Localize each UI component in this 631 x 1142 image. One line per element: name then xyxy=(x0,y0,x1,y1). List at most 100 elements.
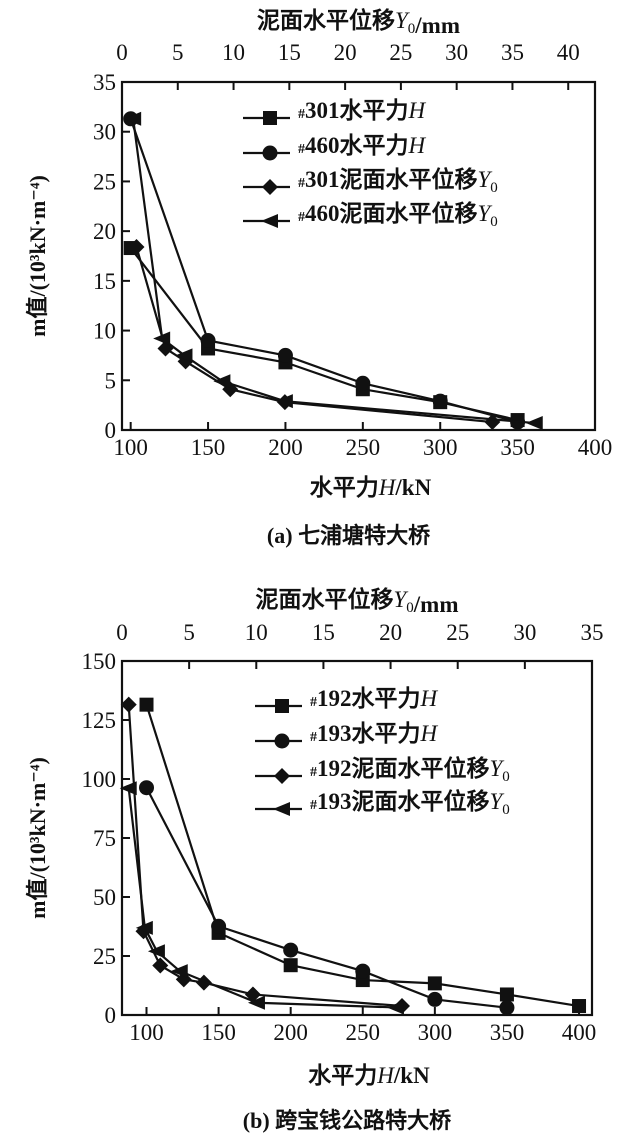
x-tick-label: 350 xyxy=(500,435,535,460)
data-point xyxy=(525,416,543,431)
data-point xyxy=(128,239,145,256)
data-point xyxy=(119,781,137,796)
data-point xyxy=(139,780,155,796)
legend-label: #192泥面水平位移Y0 xyxy=(310,755,510,785)
x-tick-label: 350 xyxy=(490,1020,525,1045)
legend-marker xyxy=(262,179,278,195)
x2-tick-label: 10 xyxy=(222,40,245,65)
y-tick-label: 150 xyxy=(82,649,117,674)
series-line xyxy=(127,788,396,1009)
y-tick-label: 100 xyxy=(82,767,117,792)
legend-label: #460水平力H xyxy=(298,133,427,158)
legend-label: #460泥面水平位移Y0 xyxy=(298,200,498,230)
x2-tick-label: 30 xyxy=(445,40,468,65)
x-tick-label: 200 xyxy=(273,1020,308,1045)
data-point xyxy=(211,918,227,934)
data-point xyxy=(386,1000,404,1015)
plot-frame xyxy=(120,659,594,1017)
data-point xyxy=(499,987,514,1002)
y-tick-label: 30 xyxy=(93,120,116,145)
y-axis-label: m值/(10³kN·m⁻⁴) xyxy=(25,175,50,337)
x2-tick-label: 20 xyxy=(334,40,357,65)
y-tick-label: 25 xyxy=(93,169,116,194)
data-point xyxy=(355,963,371,979)
y-tick-label: 50 xyxy=(93,885,116,910)
legend-marker xyxy=(262,145,278,161)
x2-tick-label: 0 xyxy=(116,40,128,65)
plot-frame xyxy=(120,80,597,432)
data-point xyxy=(175,348,193,363)
legend-label: #301泥面水平位移Y0 xyxy=(298,166,498,196)
y-tick-label: 10 xyxy=(93,319,116,344)
data-point xyxy=(427,976,442,991)
series-circle xyxy=(123,111,526,430)
x-tick-label: 200 xyxy=(268,435,303,460)
series-line xyxy=(129,118,518,424)
series-line xyxy=(127,704,403,1008)
legend-marker xyxy=(274,733,290,749)
data-point xyxy=(283,958,298,973)
x2-tick-label: 20 xyxy=(379,620,402,645)
x2-tick-label: 10 xyxy=(245,620,268,645)
data-point xyxy=(120,696,137,713)
y-tick-label: 75 xyxy=(93,826,116,851)
x-axis-label: 水平力H/kN xyxy=(308,1063,430,1088)
x2-tick-label: 0 xyxy=(116,620,128,645)
y-tick-label: 35 xyxy=(93,70,116,95)
x2-tick-label: 35 xyxy=(501,40,524,65)
data-point xyxy=(152,957,169,974)
legend-marker xyxy=(274,768,290,784)
data-point xyxy=(153,331,171,346)
series-line xyxy=(145,704,580,1008)
series-triangle-left xyxy=(124,111,543,431)
legend-label: #192水平力H xyxy=(310,686,439,711)
data-point xyxy=(355,375,371,391)
data-point xyxy=(572,999,587,1014)
x-axis-label: 水平力H/kN xyxy=(310,475,432,500)
legend-label: #193水平力H xyxy=(310,721,439,746)
data-point xyxy=(147,944,165,959)
legend-marker xyxy=(273,802,290,816)
x2-tick-label: 30 xyxy=(513,620,536,645)
data-point xyxy=(135,920,153,935)
y-tick-label: 20 xyxy=(93,219,116,244)
legend-label: #301水平力H xyxy=(298,98,427,123)
x-tick-label: 300 xyxy=(423,435,458,460)
x2-tick-label: 5 xyxy=(183,620,195,645)
series-line xyxy=(145,787,508,1009)
caption: (a) 七浦塘特大桥 xyxy=(267,523,430,548)
legend-marker xyxy=(275,699,289,713)
x2-axis-label: 泥面水平位移Y0/mm xyxy=(257,7,460,38)
data-point xyxy=(124,111,142,126)
x2-tick-label: 5 xyxy=(172,40,184,65)
data-point xyxy=(277,347,293,363)
x2-tick-label: 25 xyxy=(389,40,412,65)
x2-axis-label: 泥面水平位移Y0/mm xyxy=(255,586,458,617)
legend-marker xyxy=(263,111,277,125)
data-point xyxy=(283,942,299,958)
series-triangle-left xyxy=(119,781,404,1015)
x-tick-label: 300 xyxy=(418,1020,453,1045)
y-tick-label: 0 xyxy=(105,1003,117,1028)
x-tick-label: 150 xyxy=(191,435,226,460)
data-point xyxy=(247,995,265,1010)
data-point xyxy=(499,1000,515,1016)
x2-tick-label: 15 xyxy=(312,620,335,645)
x-tick-label: 250 xyxy=(346,435,381,460)
x-tick-label: 400 xyxy=(578,435,613,460)
x-tick-label: 100 xyxy=(129,1020,164,1045)
data-point xyxy=(275,394,293,409)
x-tick-label: 100 xyxy=(113,435,148,460)
data-point xyxy=(170,964,188,979)
series-circle xyxy=(139,780,515,1016)
y-tick-label: 15 xyxy=(93,269,116,294)
x2-tick-label: 15 xyxy=(278,40,301,65)
data-point xyxy=(427,991,443,1007)
y-tick-label: 125 xyxy=(82,708,117,733)
x2-tick-label: 25 xyxy=(446,620,469,645)
x-tick-label: 250 xyxy=(346,1020,381,1045)
data-point xyxy=(139,697,154,712)
